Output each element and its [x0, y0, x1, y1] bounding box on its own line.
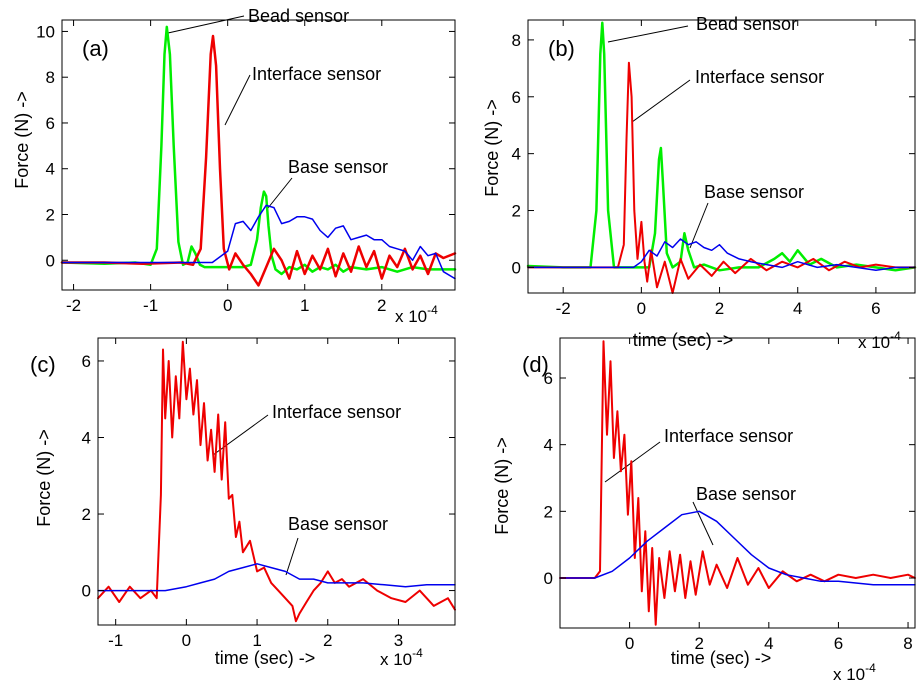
x-tick-label: 0 — [625, 634, 634, 653]
series-base-sensor — [559, 510, 916, 586]
series-bead-sensor — [526, 21, 917, 272]
annotation-base-sensor: Base sensor — [704, 182, 804, 202]
panel-label: (b) — [548, 36, 575, 61]
y-tick-label: 6 — [46, 114, 55, 133]
x-tick-label: -1 — [143, 296, 158, 315]
y-tick-label: 0 — [544, 569, 553, 588]
y-tick-label: 10 — [36, 22, 55, 41]
y-tick-label: 6 — [544, 369, 553, 388]
xlabel: time (sec) -> — [633, 330, 734, 350]
y-tick-label: 2 — [82, 505, 91, 524]
leader-bead-sensor — [167, 15, 245, 34]
x-tick-label: 2 — [323, 631, 332, 650]
series-base-sensor — [97, 563, 456, 592]
leader-bead-sensor — [607, 25, 689, 43]
panel-a: Force (N) -> (a) Bead sensor Interface s… — [12, 6, 457, 326]
x-tick-label: 1 — [300, 296, 309, 315]
x-tick-label: 2 — [377, 296, 386, 315]
x-tick-label: 0 — [182, 631, 191, 650]
x-tick-label: 3 — [394, 631, 403, 650]
annotation-interface-sensor: Interface sensor — [272, 402, 401, 422]
y-tick-label: 4 — [46, 160, 55, 179]
y-tick-label: 8 — [512, 31, 521, 50]
axes-frame — [61, 19, 456, 291]
x-scale-note: x 10-4 — [858, 329, 901, 352]
axes-frame — [527, 19, 916, 294]
leader-base-sensor — [689, 202, 709, 249]
annotation-interface-sensor: Interface sensor — [252, 64, 381, 84]
panel-label: (a) — [82, 36, 109, 61]
annotation-base-sensor: Base sensor — [696, 484, 796, 504]
panel-label: (c) — [30, 352, 56, 377]
leader-interface-sensor — [224, 74, 251, 126]
y-tick-label: 2 — [46, 205, 55, 224]
annotation-base-sensor: Base sensor — [288, 514, 388, 534]
axes-frame — [559, 337, 916, 629]
annotation-bead-sensor: Bead sensor — [696, 14, 797, 34]
y-tick-label: 2 — [544, 502, 553, 521]
x-tick-label: 4 — [793, 299, 802, 318]
x-tick-label: 1 — [252, 631, 261, 650]
leader-interface-sensor — [631, 79, 691, 123]
ylabel: Force (N) -> — [492, 437, 512, 535]
x-tick-label: 2 — [715, 299, 724, 318]
leader-base-sensor — [692, 501, 714, 546]
panel-b: Force (N) -> (b) Bead sensor Interface s… — [482, 14, 917, 352]
y-tick-label: 2 — [512, 202, 521, 221]
y-tick-label: 0 — [512, 258, 521, 277]
panel-label: (d) — [522, 352, 549, 377]
ylabel: Force (N) -> — [482, 99, 502, 197]
annotation-bead-sensor: Bead sensor — [248, 6, 349, 26]
y-tick-label: 8 — [46, 68, 55, 87]
y-tick-label: 4 — [544, 436, 553, 455]
annotation-interface-sensor: Interface sensor — [695, 67, 824, 87]
x-tick-label: 0 — [637, 299, 646, 318]
axes-frame — [97, 337, 456, 626]
y-tick-label: 0 — [46, 251, 55, 270]
series-interface-sensor — [97, 340, 456, 623]
y-tick-label: 0 — [82, 582, 91, 601]
panel-d: Force (N) -> (d) Interface sensor Base s… — [492, 337, 916, 684]
series-base-sensor — [61, 204, 456, 280]
series-interface-sensor — [60, 34, 457, 287]
series-base-sensor — [527, 238, 916, 272]
y-tick-label: 4 — [82, 428, 91, 447]
leader-base-sensor — [285, 537, 299, 576]
xlabel: time (sec) -> — [671, 648, 772, 668]
y-tick-label: 6 — [512, 88, 521, 107]
x-tick-label: 0 — [223, 296, 232, 315]
annotation-base-sensor: Base sensor — [288, 157, 388, 177]
x-tick-label: 6 — [871, 299, 880, 318]
x-scale-note: x 10-4 — [833, 661, 876, 684]
series-interface-sensor — [559, 340, 916, 626]
leader-interface-sensor — [212, 414, 269, 456]
x-tick-label: 6 — [834, 634, 843, 653]
x-tick-label: 4 — [764, 634, 773, 653]
leader-interface-sensor — [604, 441, 661, 483]
x-tick-label: -2 — [66, 296, 81, 315]
xlabel: time (sec) -> — [215, 648, 316, 668]
ylabel: Force (N) -> — [34, 429, 54, 527]
leader-base-sensor — [267, 177, 293, 209]
x-scale-note: x 10-4 — [395, 303, 438, 326]
x-tick-label: 8 — [903, 634, 912, 653]
series-interface-sensor — [527, 61, 916, 294]
y-tick-label: 4 — [512, 145, 521, 164]
y-tick-label: 6 — [82, 352, 91, 371]
x-tick-label: -1 — [108, 631, 123, 650]
panel-c: Force (N) -> (c) Interface sensor Base s… — [30, 337, 456, 669]
x-tick-label: 2 — [694, 634, 703, 653]
x-tick-label: -2 — [556, 299, 571, 318]
ylabel: Force (N) -> — [12, 91, 32, 189]
x-scale-note: x 10-4 — [380, 646, 423, 669]
annotation-interface-sensor: Interface sensor — [664, 426, 793, 446]
